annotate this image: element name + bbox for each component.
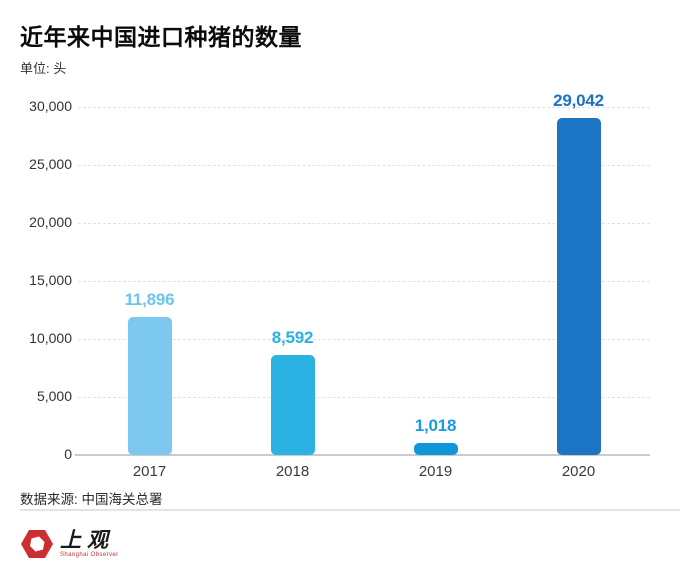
bar-value-label: 1,018 [414,416,457,436]
y-axis-tick-label: 20,000 [29,214,72,230]
y-axis-tick-label: 0 [64,446,72,462]
y-axis-tick-label: 10,000 [29,330,72,346]
hexagon-logo-icon [21,530,53,558]
x-axis-line [75,454,650,456]
gridline [78,106,650,108]
logo-english-name: Shanghai Observer [60,552,119,558]
y-axis-tick-label: 5,000 [36,388,72,404]
chart-title: 近年来中国进口种猪的数量 [20,24,302,50]
gridline [78,164,650,166]
x-axis-label: 2020 [561,463,596,480]
gridline [78,338,650,340]
x-axis-label: 2019 [418,463,453,480]
y-axis-tick-label: 30,000 [29,98,72,114]
gridline [78,396,650,398]
y-axis-tick-label: 25,000 [29,156,72,172]
logo-chinese-name: 上观 [60,527,114,552]
bar-value-label: 29,042 [553,91,604,111]
bar-value-label: 11,896 [124,290,175,309]
x-axis-label: 2018 [275,463,310,480]
unit-label: 单位: 头 [20,61,67,76]
publisher-logo: 上观 Shanghai Observer [20,527,119,561]
footer-divider [20,509,680,511]
bar-2017 [127,317,172,455]
gridline [78,222,650,224]
data-source: 数据来源: 中国海关总署 [20,492,163,507]
bar-2018 [270,355,315,455]
x-axis-label: 2017 [132,463,167,480]
bar-value-label: 8,592 [271,328,314,348]
bar-2019 [413,443,458,455]
logo-wordmark: 上观 Shanghai Observer [60,527,119,559]
gridline [78,280,650,282]
bar-2020 [556,118,601,455]
y-axis-tick-label: 15,000 [29,272,72,288]
